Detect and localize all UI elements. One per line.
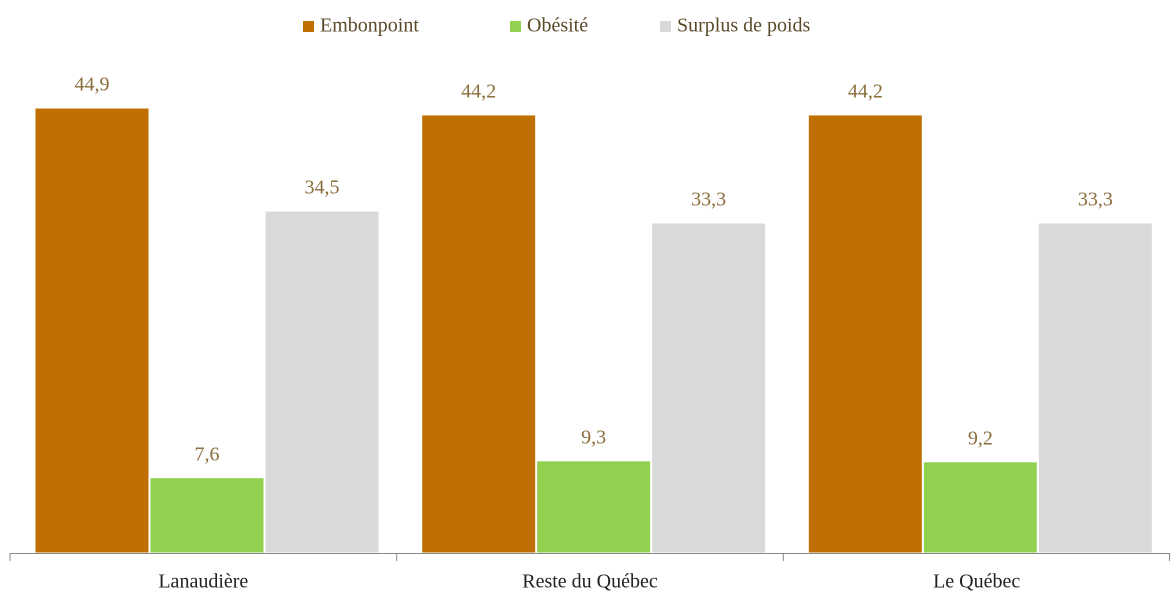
data-label: 44,2 [461,81,496,103]
x-tick-label: Le Québec [933,571,1020,593]
legend-swatch [510,21,521,32]
data-label: 44,9 [75,74,110,96]
data-label: 9,2 [968,427,993,449]
x-tick-label: Reste du Québec [522,571,658,593]
bar [1037,222,1153,554]
data-label: 7,6 [195,443,220,465]
bar [922,461,1038,554]
data-label: 33,3 [691,189,726,211]
bar [34,107,150,554]
legend-label: Embonpoint [320,15,419,37]
bar [421,114,537,554]
legend-swatch [303,21,314,32]
bar [807,114,923,554]
bar [651,222,767,554]
legend-label: Surplus de poids [677,15,811,37]
data-label: 44,2 [848,81,883,103]
legend-swatch [660,21,671,32]
legend-label: Obésité [527,15,588,37]
x-tick-label: Lanaudière [158,571,248,593]
data-label: 33,3 [1078,189,1113,211]
bar [264,210,380,554]
bar [536,460,652,554]
data-label: 34,5 [305,177,340,199]
data-label: 9,3 [581,426,606,448]
bar [149,477,265,554]
